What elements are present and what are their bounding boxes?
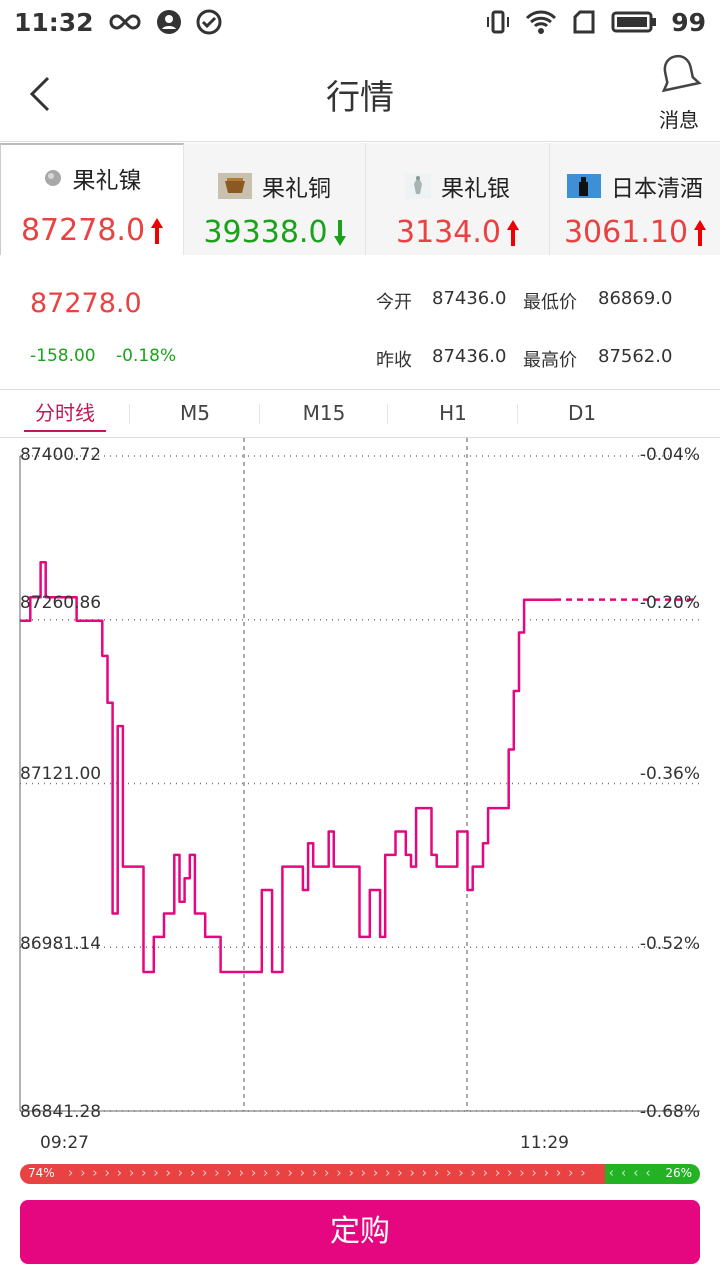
quote-summary: 87278.0 -158.00 -0.18% 今开 87436.0 最低价 86… [0, 262, 720, 390]
sell-ratio-label: 26% [665, 1166, 692, 1180]
product-tab-nickel[interactable]: 果礼镍 87278.0 [0, 143, 184, 255]
arrow-up-icon [694, 219, 707, 246]
check-circle-icon [196, 9, 222, 35]
buy-sell-ratio-bar: ››››››››››››››››››››››››››››››››››››››››… [20, 1164, 700, 1184]
page-title: 行情 [326, 78, 394, 118]
tab-label: D1 [567, 401, 597, 425]
product-price: 87278.0 [20, 213, 146, 248]
chevron-left-icon: ‹‹‹‹ [608, 1166, 658, 1181]
chevron-left-icon [29, 76, 50, 112]
y-tick-label: 87121.00 [20, 764, 102, 784]
x-tick-label: 09:27 [40, 1133, 89, 1153]
y-tick-label: 86981.14 [20, 934, 102, 954]
tab-label: H1 [439, 401, 467, 425]
tab-h1[interactable]: H1 [388, 390, 518, 438]
nickel-ball-icon [44, 170, 61, 186]
price-change-pct: -0.18% [116, 346, 177, 366]
buy-ratio-label: 74% [28, 1166, 55, 1180]
prev-close-label: 昨收 [376, 350, 412, 371]
arrow-down-icon [333, 219, 346, 246]
pct-tick-label: -0.68% [639, 1102, 700, 1122]
y-tick-label: 87260.86 [20, 593, 102, 613]
product-name: 日本清酒 [611, 176, 703, 202]
vibrate-icon [487, 10, 510, 34]
messages-label: 消息 [659, 108, 699, 132]
y-tick-label: 87400.72 [20, 445, 102, 465]
product-price: 3134.0 [396, 215, 501, 250]
sim-icon [573, 10, 595, 34]
back-button[interactable] [26, 74, 56, 114]
pct-tick-label: -0.36% [639, 764, 700, 784]
wifi-icon [526, 10, 557, 34]
product-name: 果礼镍 [72, 168, 142, 194]
bell-icon [661, 54, 702, 93]
tab-m15[interactable]: M15 [260, 390, 388, 438]
chevron-right-icon: ››››››››››››››››››››››››››››››››››››››››… [68, 1166, 593, 1181]
tab-label: 分时线 [35, 401, 95, 425]
tab-label: M15 [302, 401, 346, 425]
sake-bottle-icon [567, 174, 601, 198]
product-name: 果礼银 [441, 176, 510, 202]
open-label: 今开 [376, 292, 412, 313]
infinity-icon [109, 14, 141, 30]
product-price: 39338.0 [203, 215, 328, 250]
high-value: 87562.0 [598, 346, 673, 367]
product-tab-silver[interactable]: 果礼银 3134.0 [366, 143, 550, 255]
tab-label: M5 [180, 401, 210, 425]
order-button[interactable]: 定购 [20, 1200, 700, 1264]
period-tabs: 分时线 M5 M15 H1 D1 [0, 390, 720, 438]
arrow-up-icon [151, 217, 164, 244]
price-line [20, 560, 555, 974]
product-tab-sake[interactable]: 日本清酒 3061.10 [550, 143, 720, 255]
status-bar: 11:32 99 [0, 0, 720, 44]
x-tick-label: 11:29 [520, 1133, 569, 1153]
pct-tick-label: -0.20% [639, 593, 700, 613]
battery-level: 99 [671, 7, 706, 37]
open-value: 87436.0 [432, 288, 507, 309]
sell-ratio: ‹‹‹‹ 26% [604, 1164, 700, 1184]
product-tabs: 果礼镍 87278.0 果礼铜 39338.0 果礼银 3134.0 日本清酒 [0, 143, 720, 255]
price-change: -158.00 [30, 346, 96, 366]
tab-timeshare[interactable]: 分时线 [0, 390, 130, 438]
arrow-up-icon [506, 219, 519, 246]
buy-ratio: ››››››››››››››››››››››››››››››››››››››››… [20, 1164, 605, 1184]
y-tick-label: 86841.28 [20, 1102, 102, 1122]
tab-m5[interactable]: M5 [130, 390, 260, 438]
product-tab-copper[interactable]: 果礼铜 39338.0 [184, 143, 366, 255]
timeshare-chart[interactable]: 87400.72 87260.86 87121.00 86981.14 8684… [0, 438, 720, 1168]
high-label: 最高价 [523, 350, 577, 371]
app-header: 行情 消息 [0, 44, 720, 142]
product-name: 果礼铜 [262, 176, 331, 202]
prev-close-value: 87436.0 [432, 346, 507, 367]
current-price: 87278.0 [30, 288, 142, 319]
messages-button[interactable]: 消息 [654, 52, 704, 133]
copper-bowl-icon [218, 173, 252, 199]
product-price: 3061.10 [563, 215, 689, 250]
low-value: 86869.0 [598, 288, 673, 309]
pct-tick-label: -0.52% [639, 934, 700, 954]
low-label: 最低价 [523, 292, 577, 313]
account-icon [156, 10, 181, 34]
pct-tick-label: -0.04% [639, 445, 700, 465]
battery-icon [611, 11, 657, 33]
tab-d1[interactable]: D1 [518, 390, 646, 438]
status-time: 11:32 [14, 7, 94, 37]
silver-statue-icon [405, 173, 431, 199]
chart-canvas [19, 438, 700, 1112]
